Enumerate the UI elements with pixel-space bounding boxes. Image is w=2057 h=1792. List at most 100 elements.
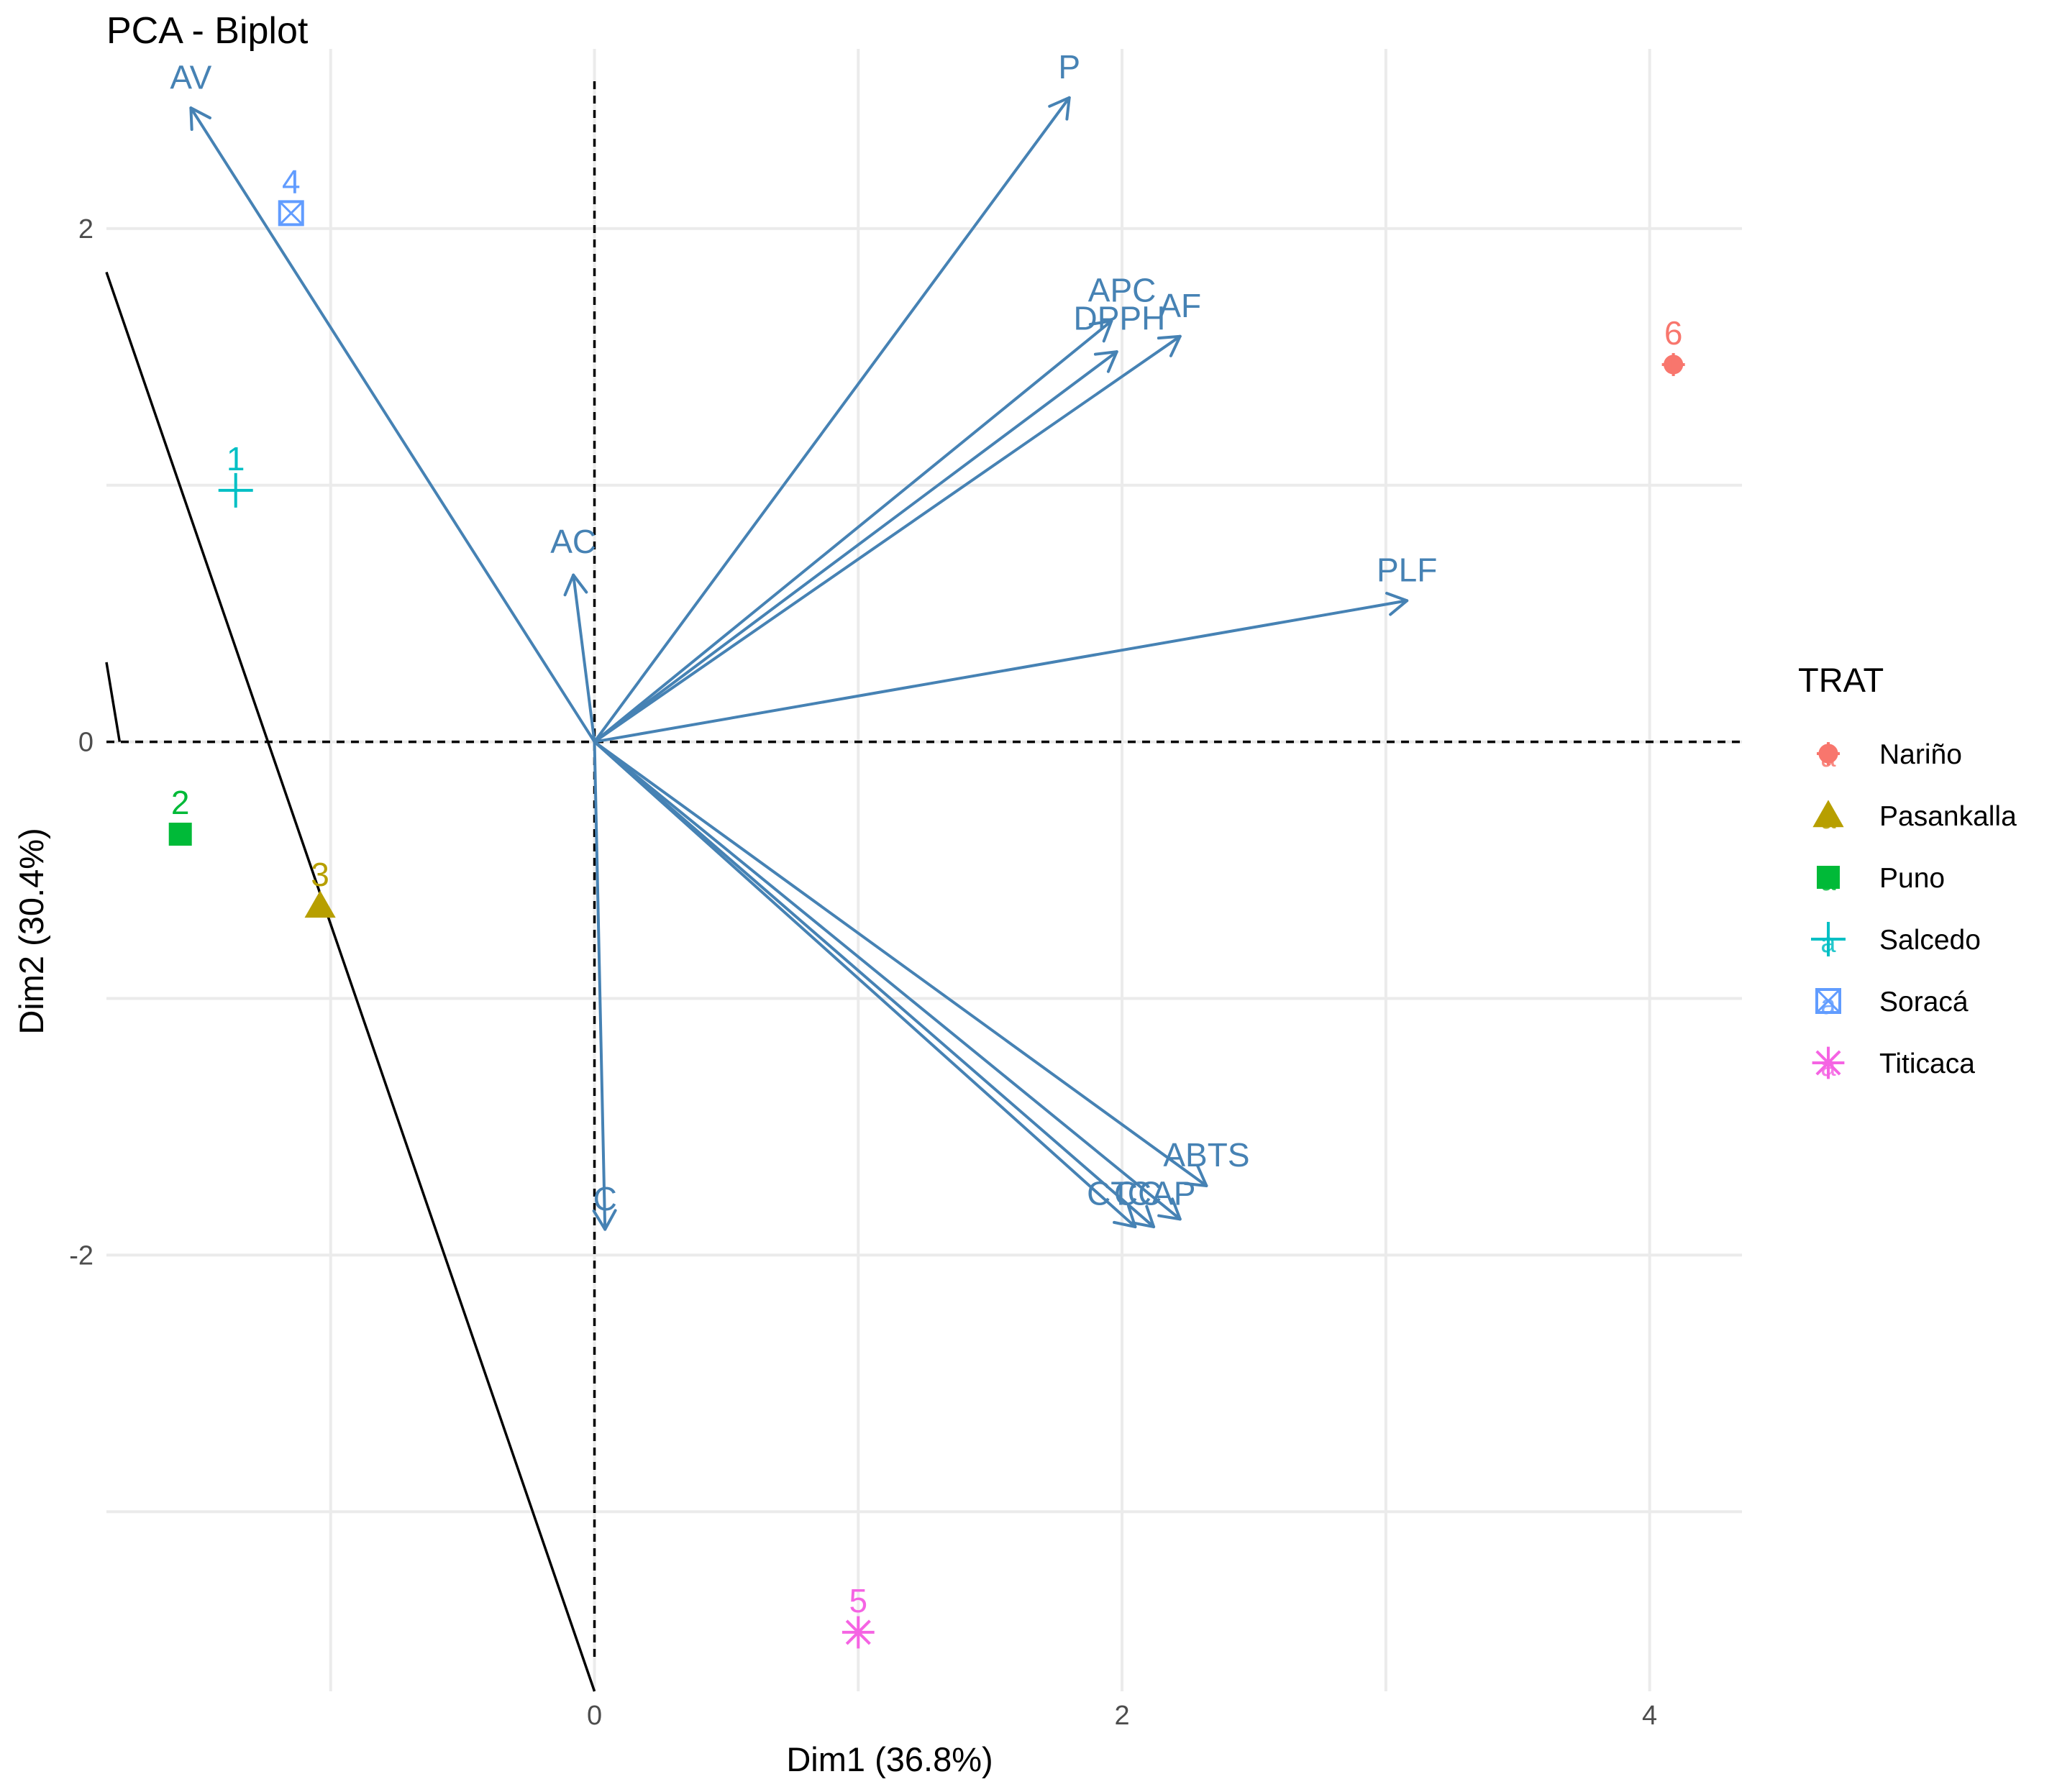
legend-label: Pasankalla (1879, 801, 2017, 832)
arrow-head (1113, 1204, 1137, 1229)
point-marker (304, 890, 336, 918)
variable-label: AV (170, 58, 211, 96)
point-label: 3 (311, 856, 329, 893)
legend-label: Titicaca (1879, 1048, 1975, 1079)
variable-arrow: CT (593, 740, 1137, 1229)
y-tick-label: 2 (78, 214, 94, 244)
legend-item: a Salcedo (1811, 922, 1981, 959)
legend-label: Salcedo (1879, 925, 1981, 956)
y-tick-label: -2 (69, 1240, 94, 1271)
arrow-shaft (572, 573, 596, 744)
variable-label: DPPH (1074, 300, 1166, 337)
legend-key-letter: a (1820, 867, 1836, 897)
variable-label: CAP (1128, 1175, 1196, 1212)
point-marker (1661, 352, 1685, 376)
variable-label: CC (1114, 1175, 1162, 1212)
arrow-head (1093, 350, 1118, 373)
variable-arrow: C (592, 740, 617, 1231)
point-marker (278, 200, 304, 227)
grid-layer (106, 49, 1742, 1691)
legend-key-letter: a (1820, 1052, 1836, 1082)
arrow-head (1131, 1204, 1156, 1229)
arrow-head (1157, 1197, 1182, 1221)
arrow-shaft (593, 740, 1182, 1221)
y-tick-label: 0 (78, 728, 94, 758)
individual-point: 1 (218, 440, 253, 508)
variable-arrow: AC (550, 523, 596, 744)
variable-label: AF (1159, 287, 1201, 324)
point-label: 2 (171, 784, 190, 821)
point-marker (168, 823, 192, 846)
x-tick-label: 4 (1642, 1701, 1657, 1731)
variable-label: PLF (1377, 551, 1437, 588)
individual-point: 3 (304, 856, 336, 918)
legend-label: Puno (1879, 863, 1945, 894)
variable-label: C (593, 1180, 617, 1217)
legend-item: a Pasankalla (1812, 800, 2017, 835)
arrow-head (563, 573, 588, 597)
x-tick-label: 0 (587, 1701, 602, 1731)
arrow-head (1183, 1164, 1208, 1187)
arrow-shaft (593, 740, 1137, 1229)
legend: TRAT a Nariño a Pasankalla a Puno a Salcedo a Sor… (1798, 661, 2017, 1082)
arrow-head (1088, 319, 1113, 343)
legend-key (1811, 922, 1846, 956)
arrow-shaft (593, 96, 1071, 744)
individual-point: 2 (168, 784, 192, 846)
variable-arrow: CC (593, 740, 1162, 1229)
variable-arrow: PLF (593, 551, 1437, 744)
reference-lines (106, 81, 1742, 1663)
arrow-shaft (593, 319, 1113, 744)
arrow-head (592, 1209, 617, 1231)
legend-key-letter: a (1820, 743, 1836, 773)
legend-item: a Soracá (1815, 987, 1969, 1020)
legend-item: a Titicaca (1812, 1046, 1975, 1082)
variable-arrow: APC (593, 271, 1157, 744)
point-label: 1 (227, 440, 245, 477)
legend-key-letter: a (1820, 928, 1836, 959)
point-label: 6 (1664, 314, 1683, 352)
legend-title: TRAT (1798, 661, 1884, 699)
legend-key (1817, 742, 1840, 765)
legend-key (1812, 800, 1844, 828)
arrow-shaft (593, 740, 1208, 1187)
legend-key-letter: a (1820, 990, 1836, 1020)
variable-label: CT (1087, 1175, 1131, 1212)
axis-ticks: 0 2 4 -2 0 2 (69, 214, 1657, 1731)
legend-label: Nariño (1879, 739, 1962, 770)
individual-point: 4 (278, 163, 304, 227)
x-tick-label: 2 (1115, 1701, 1130, 1731)
x-axis-label: Dim1 (36.8%) (786, 1740, 993, 1778)
arrow-head (1385, 591, 1409, 616)
individual-points: 1 2 3 4 5 6 (168, 163, 1685, 1649)
variable-arrow: AV (170, 58, 596, 744)
arrow-shaft (593, 740, 607, 1231)
point-label: 5 (849, 1582, 868, 1619)
black-line (105, 271, 596, 1692)
black-line (105, 662, 122, 742)
y-axis-label: Dim2 (30.4%) (12, 828, 50, 1034)
legend-label: Soracá (1879, 987, 1969, 1018)
legend-item: a Nariño (1817, 739, 1962, 773)
chart-title: PCA - Biplot (106, 10, 309, 52)
arrow-shaft (593, 334, 1182, 744)
variable-label: AC (550, 523, 596, 560)
variable-arrow: P (593, 48, 1080, 744)
variable-label: APC (1088, 271, 1157, 308)
variable-label: ABTS (1163, 1136, 1249, 1174)
individual-point: 6 (1661, 314, 1685, 376)
variable-label: P (1058, 48, 1080, 86)
arrow-head (1157, 334, 1182, 357)
individual-point: 5 (842, 1582, 875, 1649)
arrow-shaft (593, 599, 1409, 744)
variable-arrow: CAP (593, 740, 1196, 1221)
arrow-head (1048, 96, 1071, 121)
legend-item: a Puno (1817, 863, 1945, 897)
legend-key (1815, 988, 1841, 1014)
arrow-shaft (593, 740, 1156, 1229)
arrow-shaft (593, 350, 1118, 744)
variable-arrow: DPPH (593, 300, 1166, 744)
